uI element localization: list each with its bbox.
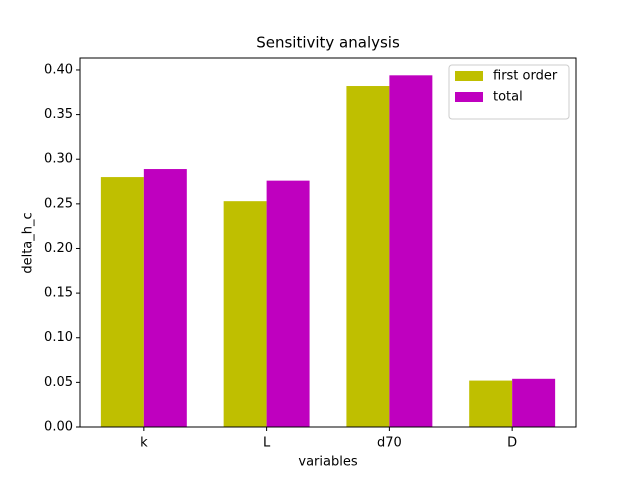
y-tick-label: 0.35 bbox=[44, 107, 73, 122]
legend-label: first order bbox=[493, 69, 558, 84]
bar bbox=[389, 75, 433, 427]
legend-swatch bbox=[455, 92, 483, 102]
bar bbox=[512, 378, 556, 427]
y-tick-label: 0.05 bbox=[44, 375, 73, 390]
y-tick-label: 0.40 bbox=[44, 62, 73, 77]
y-tick-label: 0.15 bbox=[44, 286, 73, 301]
bar bbox=[223, 201, 267, 427]
bar bbox=[469, 380, 513, 427]
legend-swatch bbox=[455, 71, 483, 81]
x-tick-label: L bbox=[263, 436, 271, 451]
chart-title: Sensitivity analysis bbox=[256, 34, 400, 52]
bar bbox=[143, 169, 187, 427]
plot-frame bbox=[79, 57, 577, 428]
bar bbox=[266, 180, 310, 427]
y-tick-label: 0.10 bbox=[44, 330, 73, 345]
legend-label: total bbox=[493, 90, 523, 105]
bar bbox=[346, 86, 390, 427]
y-tick-label: 0.20 bbox=[44, 241, 73, 256]
bar bbox=[100, 177, 144, 427]
x-tick-label: k bbox=[140, 436, 148, 451]
y-axis-label: delta_h_c bbox=[21, 212, 36, 273]
y-tick-label: 0.30 bbox=[44, 152, 73, 167]
x-axis-label: variables bbox=[298, 455, 357, 470]
x-tick-label: D bbox=[507, 436, 517, 451]
y-tick-label: 0.25 bbox=[44, 196, 73, 211]
x-tick-label: d70 bbox=[377, 436, 402, 451]
y-tick-label: 0.00 bbox=[44, 420, 73, 435]
